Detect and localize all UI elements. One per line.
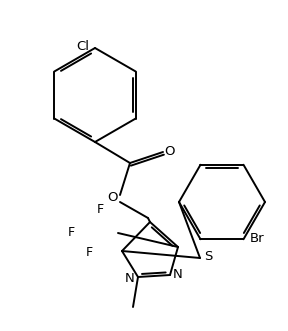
Text: S: S	[204, 251, 212, 263]
Text: N: N	[173, 267, 183, 280]
Text: F: F	[86, 247, 92, 260]
Text: O: O	[108, 191, 118, 204]
Text: O: O	[165, 145, 175, 158]
Text: Br: Br	[250, 232, 265, 245]
Text: Cl: Cl	[77, 39, 90, 53]
Text: N: N	[125, 271, 135, 285]
Text: F: F	[67, 225, 75, 239]
Text: F: F	[96, 203, 104, 215]
